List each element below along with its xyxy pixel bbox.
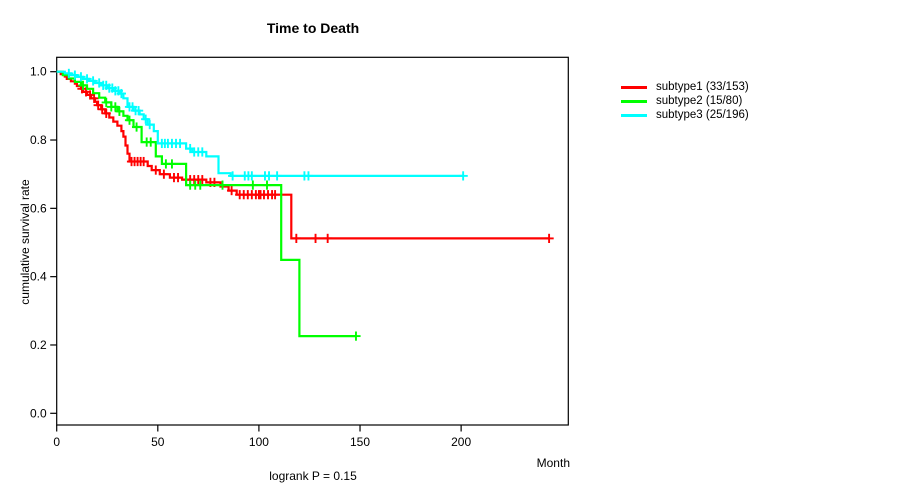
survival-curve-subtype1 bbox=[56, 70, 550, 240]
x-axis-unit-label: Month bbox=[536, 456, 570, 470]
y-axis-label: cumulative survival rate bbox=[18, 179, 32, 305]
legend-item-subtype2: subtype2 (15/80) bbox=[621, 94, 749, 108]
y-tick-label: 0.0 bbox=[30, 406, 47, 420]
y-tick-label: 0.8 bbox=[30, 133, 47, 147]
legend-color-line bbox=[621, 99, 647, 103]
x-tick-label: 50 bbox=[151, 435, 165, 449]
legend-label: subtype2 (15/80) bbox=[656, 95, 743, 107]
y-tick-label: 1.0 bbox=[30, 65, 47, 79]
legend-color-line bbox=[621, 113, 647, 117]
legend-item-subtype1: subtype1 (33/153) bbox=[621, 80, 749, 94]
y-tick-label: 0.4 bbox=[30, 270, 47, 284]
plot-frame bbox=[56, 56, 569, 426]
x-tick-label: 0 bbox=[53, 435, 60, 449]
chart-title: Time to Death bbox=[266, 20, 360, 36]
logrank-pvalue-text: logrank P = 0.15 bbox=[269, 469, 357, 483]
x-tick-label: 200 bbox=[451, 435, 471, 449]
legend-label: subtype1 (33/153) bbox=[656, 81, 749, 93]
legend: subtype1 (33/153) subtype2 (15/80) subty… bbox=[621, 80, 749, 122]
x-tick-label: 100 bbox=[249, 435, 269, 449]
y-tick-label: 0.2 bbox=[30, 338, 47, 352]
legend-label: subtype3 (25/196) bbox=[656, 109, 749, 121]
legend-item-subtype3: subtype3 (25/196) bbox=[621, 108, 749, 122]
legend-color-line bbox=[621, 85, 647, 89]
x-tick-label: 150 bbox=[350, 435, 370, 449]
y-tick-label: 0.6 bbox=[30, 201, 47, 215]
